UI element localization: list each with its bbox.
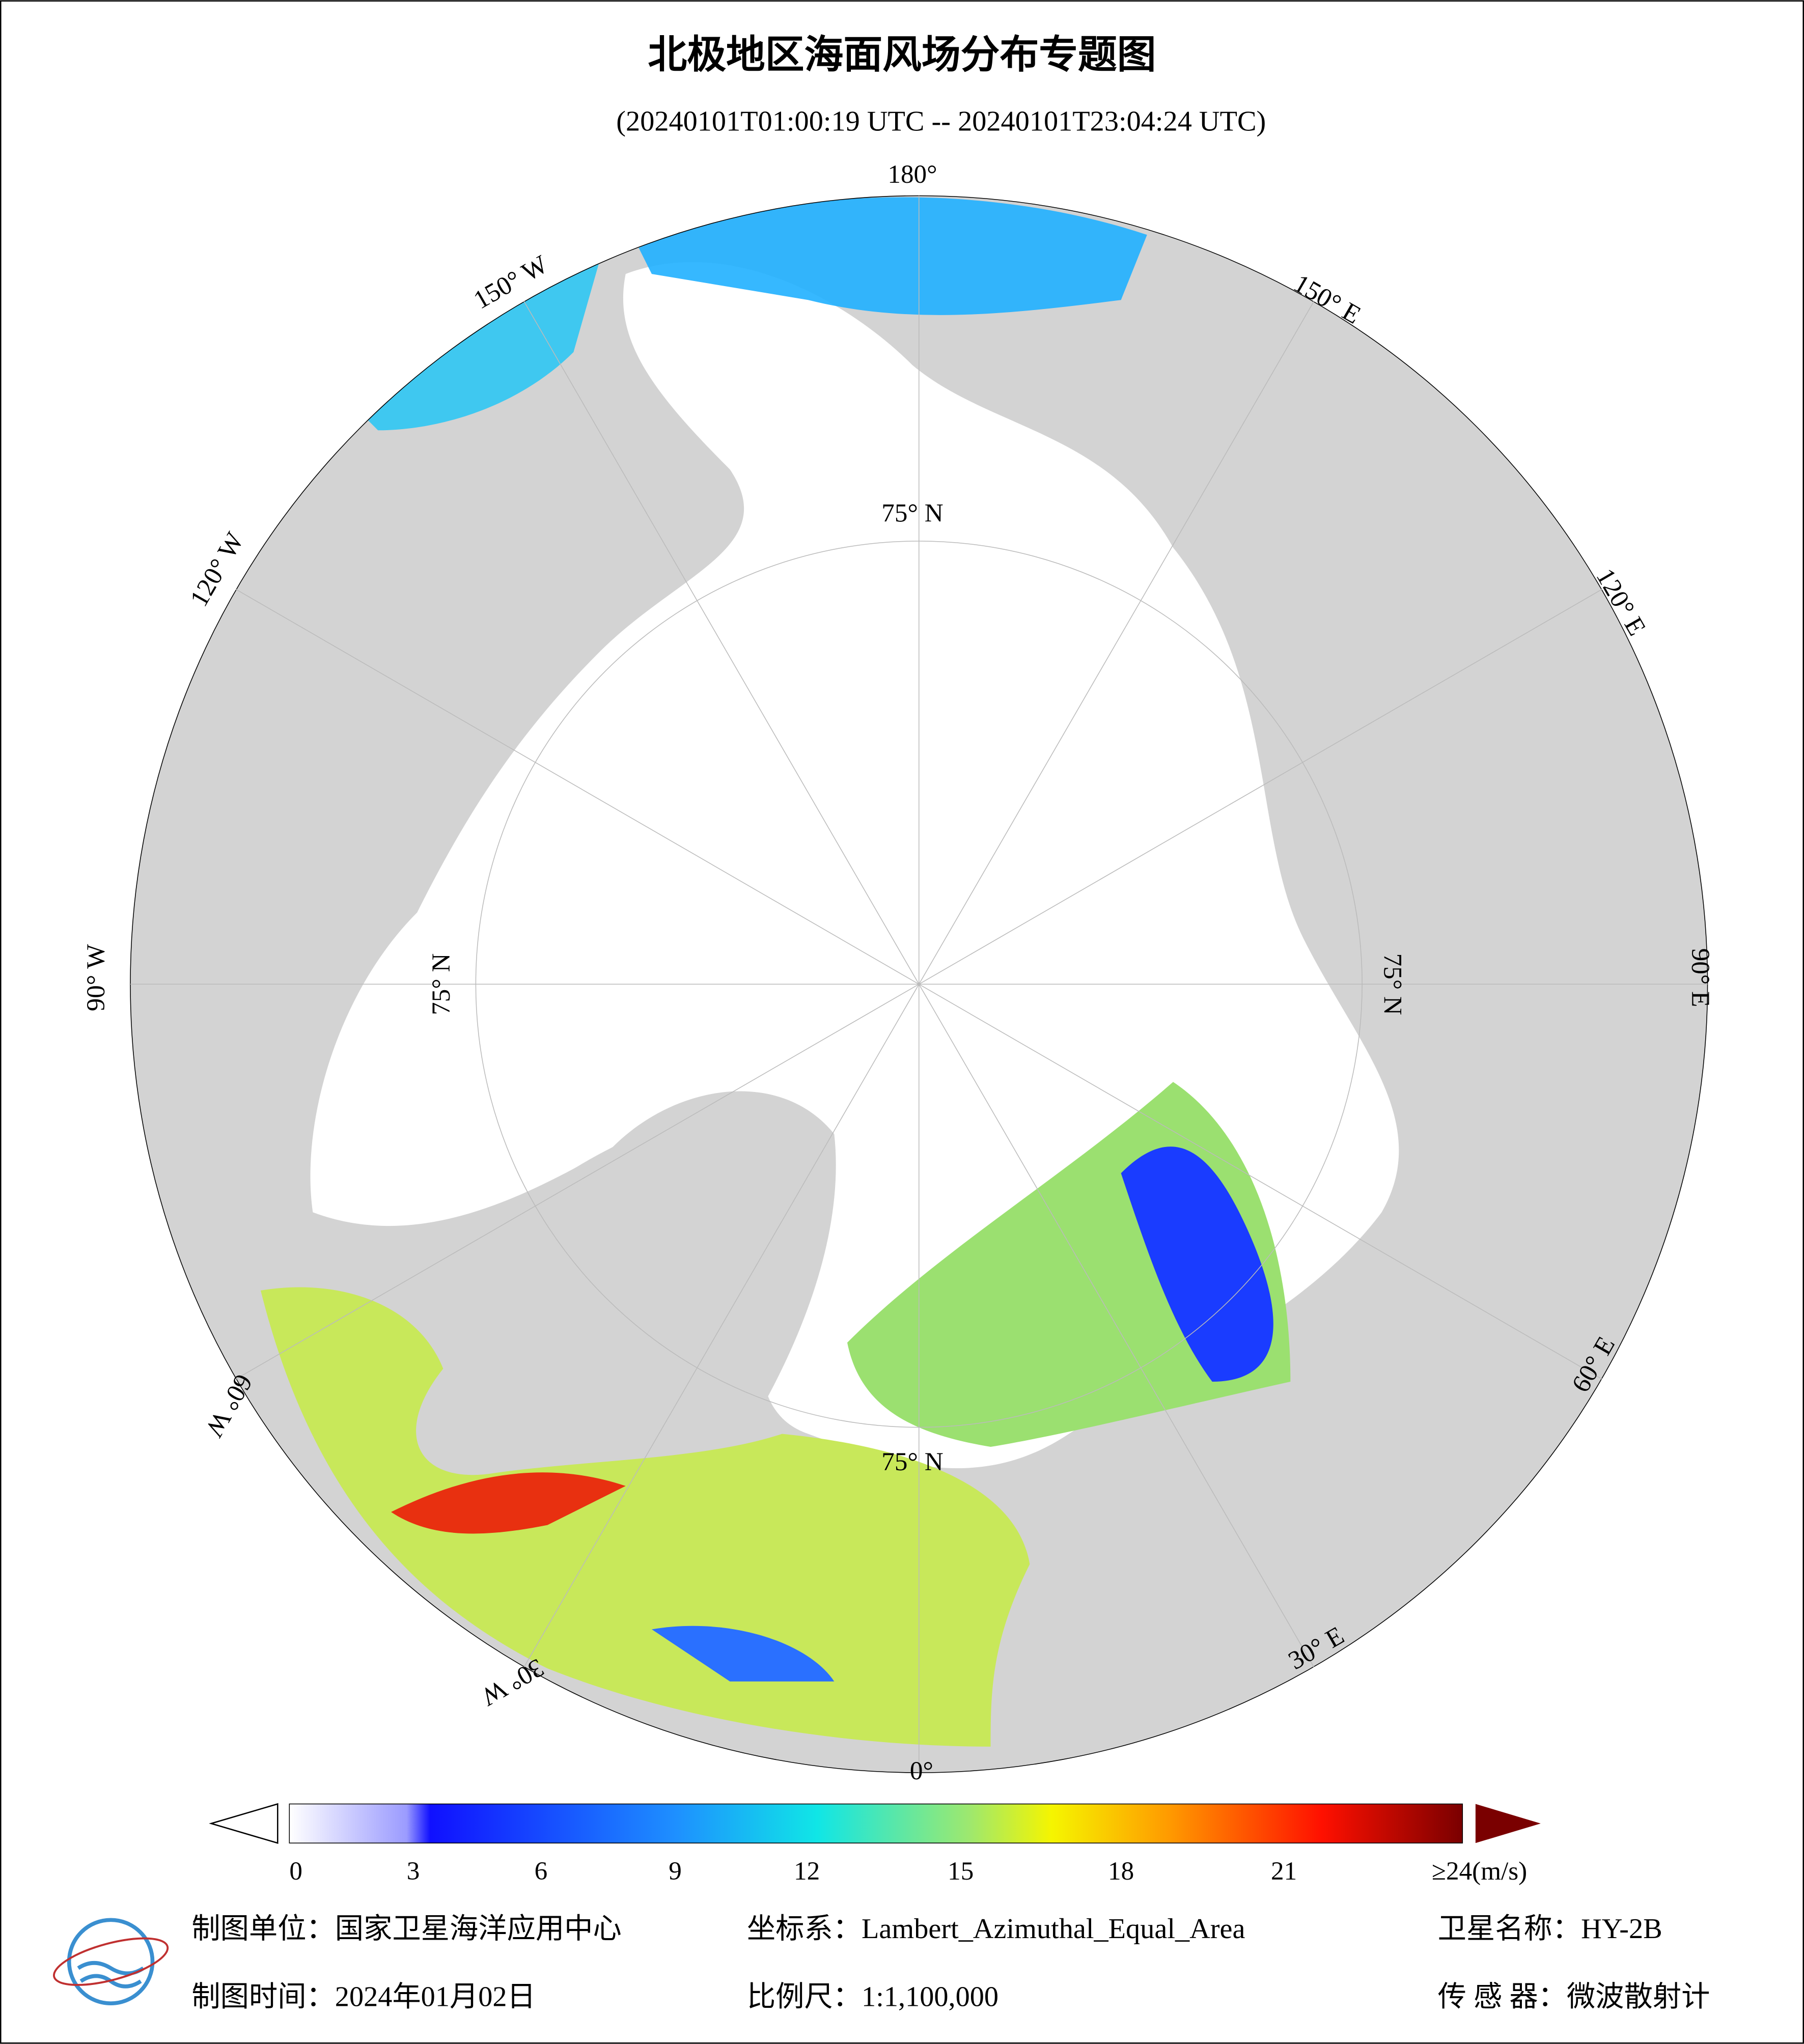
- footer-satellite: 卫星名称：HY-2B: [1438, 1913, 1662, 1945]
- colorbar-label: ≥24(m/s): [1432, 1857, 1527, 1886]
- lon-label: 90° W: [81, 944, 110, 1012]
- wind-field: [260, 1287, 1030, 1747]
- colorbar-under: [209, 1803, 279, 1844]
- colorbar-tick-label: 0: [289, 1857, 302, 1886]
- colorbar-tick-label: 6: [535, 1857, 548, 1886]
- colorbar-over: [1475, 1804, 1541, 1843]
- colorbar: 0 3 6 9 12 15 18 21 ≥24(m/s): [209, 1803, 1541, 1886]
- lat-label: 75° N: [1378, 954, 1407, 1015]
- footer-coordinate: 坐标系：Lambert_Azimuthal_Equal_Area: [747, 1913, 1245, 1945]
- colorbar-bar: [289, 1803, 1463, 1844]
- colorbar-tick-label: 3: [407, 1857, 420, 1886]
- lon-label: 0°: [910, 1756, 933, 1785]
- footer-unit: 制图单位：国家卫星海洋应用中心: [191, 1913, 621, 1945]
- colorbar-tick-label: 15: [948, 1857, 974, 1886]
- footer-date: 制图时间：2024年01月02日: [191, 1981, 536, 2012]
- colorbar-tick-label: 9: [669, 1857, 682, 1886]
- lat-label: 75° N: [881, 498, 943, 527]
- title: 北极地区海面风场分布专题图: [648, 34, 1156, 77]
- wind-field: [365, 261, 600, 431]
- footer-scale: 比例尺：1:1,100,000: [747, 1981, 998, 2012]
- greenland: [389, 1091, 836, 1497]
- wind-field: [639, 197, 1147, 315]
- colorbar-tick-label: 18: [1108, 1857, 1134, 1886]
- colorbar-tick-label: 12: [794, 1857, 820, 1886]
- lat-label: 75° N: [427, 954, 456, 1015]
- lon-label: 90° E: [1686, 948, 1715, 1007]
- footer-sensor: 传 感 器：微波散射计: [1438, 1981, 1710, 2012]
- lon-label: 180°: [887, 160, 937, 189]
- wind-field: [1121, 1146, 1273, 1382]
- colorbar-tick-label: 21: [1271, 1857, 1297, 1886]
- wind-field: [391, 1472, 626, 1534]
- lat-label: 75° N: [881, 1447, 943, 1476]
- subtitle: (20240101T01:00:19 UTC -- 20240101T23:04…: [616, 105, 1266, 137]
- wind-field: [651, 1626, 835, 1682]
- logo: [53, 1918, 169, 2005]
- meridians: [130, 195, 1708, 1773]
